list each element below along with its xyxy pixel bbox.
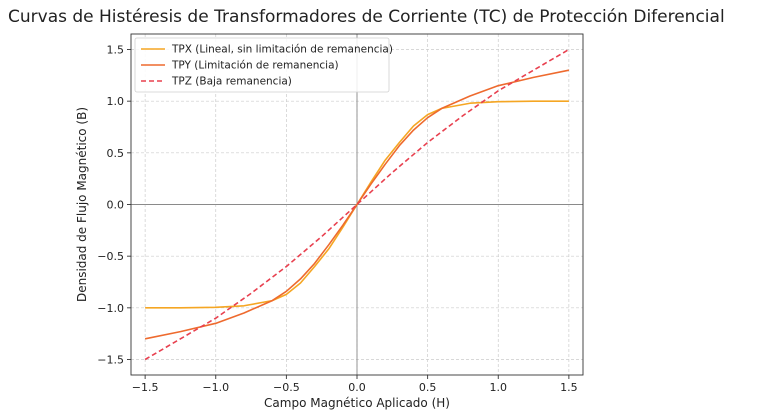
- x-axis-label: Campo Magnético Aplicado (H): [264, 396, 450, 410]
- y-tick-label: −1.5: [97, 354, 124, 367]
- x-tick-label: 1.5: [560, 381, 578, 394]
- series-line-2: [144, 69, 570, 340]
- y-tick-label: 1.0: [107, 95, 125, 108]
- legend: TPX (Lineal, sin limitación de remanenci…: [134, 37, 393, 93]
- series-lines: [144, 48, 570, 361]
- legend-label: TPZ (Baja remanencia): [171, 76, 292, 88]
- y-tick-label: −1.0: [97, 302, 124, 315]
- y-tick-label: −0.5: [97, 250, 124, 263]
- y-tick-label: 1.5: [107, 44, 125, 57]
- legend-label: TPY (Limitación de remanencia): [171, 60, 339, 72]
- x-tick-label: −1.0: [202, 381, 229, 394]
- axis-ticks: −1.5 −1.0 −0.5 0.0 0.5 1.0 1.5 −1.5 −1.0 −0.5 0.0 0…: [97, 44, 577, 395]
- y-axis-label: Densidad de Flujo Magnético (B): [75, 107, 89, 302]
- y-tick-label: 0.0: [107, 199, 125, 212]
- x-tick-label: 0.0: [348, 381, 366, 394]
- chart-title: Curvas de Histéresis de Transformadores …: [8, 7, 725, 27]
- series-line-3: [144, 48, 570, 361]
- x-tick-label: −0.5: [273, 381, 300, 394]
- legend-box: [134, 37, 390, 93]
- x-tick-label: 0.5: [419, 381, 437, 394]
- y-tick-label: 0.5: [107, 147, 125, 160]
- x-tick-label: −1.5: [132, 381, 159, 394]
- legend-label: TPX (Lineal, sin limitación de remanenci…: [171, 44, 393, 56]
- x-tick-label: 1.0: [490, 381, 508, 394]
